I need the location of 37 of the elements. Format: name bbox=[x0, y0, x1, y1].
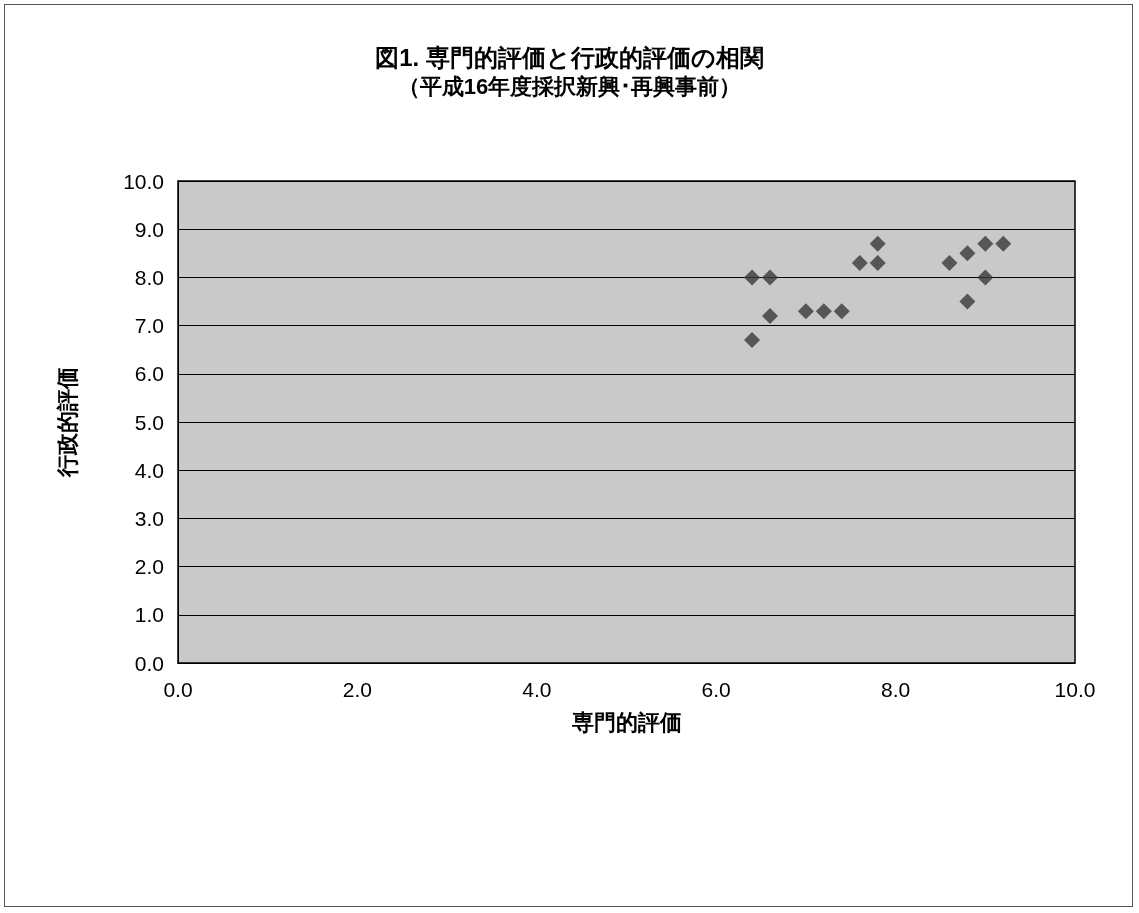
point bbox=[869, 254, 886, 271]
x-axis-title: 専門的評価 bbox=[570, 709, 682, 735]
y-tick-label: 4.0 bbox=[134, 458, 164, 482]
x-tick-label: 4.0 bbox=[522, 678, 552, 701]
chart-subtitle: （平成16年度採択新興･再興事前） bbox=[397, 73, 742, 99]
y-tick-label: 3.0 bbox=[134, 506, 164, 530]
point bbox=[959, 293, 976, 310]
point bbox=[995, 235, 1012, 252]
y-tick-label: 1.0 bbox=[134, 603, 164, 627]
point bbox=[762, 307, 779, 324]
y-tick-label: 8.0 bbox=[134, 265, 164, 289]
chart-title: 図1. 専門的評価と行政的評価の相関 bbox=[375, 43, 764, 71]
y-axis-title: 行政的評価 bbox=[54, 367, 80, 478]
y-tick-label: 9.0 bbox=[134, 217, 164, 241]
point bbox=[797, 303, 814, 320]
y-tick-label: 2.0 bbox=[134, 555, 164, 579]
point bbox=[744, 269, 761, 286]
y-tick-label: 0.0 bbox=[134, 651, 164, 675]
x-tick-label: 2.0 bbox=[342, 678, 372, 701]
point bbox=[959, 245, 976, 262]
x-tick-label: 6.0 bbox=[701, 678, 731, 701]
x-tick-label: 10.0 bbox=[1054, 678, 1096, 701]
point bbox=[941, 254, 958, 271]
point bbox=[815, 303, 832, 320]
x-tick-label: 0.0 bbox=[163, 678, 193, 701]
point bbox=[869, 235, 886, 252]
y-tick-label: 10.0 bbox=[123, 169, 164, 193]
y-tick-label: 6.0 bbox=[134, 362, 164, 386]
point bbox=[977, 235, 994, 252]
point bbox=[762, 269, 779, 286]
point bbox=[833, 303, 850, 320]
y-tick-label: 7.0 bbox=[134, 314, 164, 338]
point bbox=[851, 254, 868, 271]
y-tick-label: 5.0 bbox=[134, 410, 164, 434]
x-tick-label: 8.0 bbox=[881, 678, 911, 701]
point bbox=[744, 332, 761, 349]
point bbox=[977, 269, 994, 286]
